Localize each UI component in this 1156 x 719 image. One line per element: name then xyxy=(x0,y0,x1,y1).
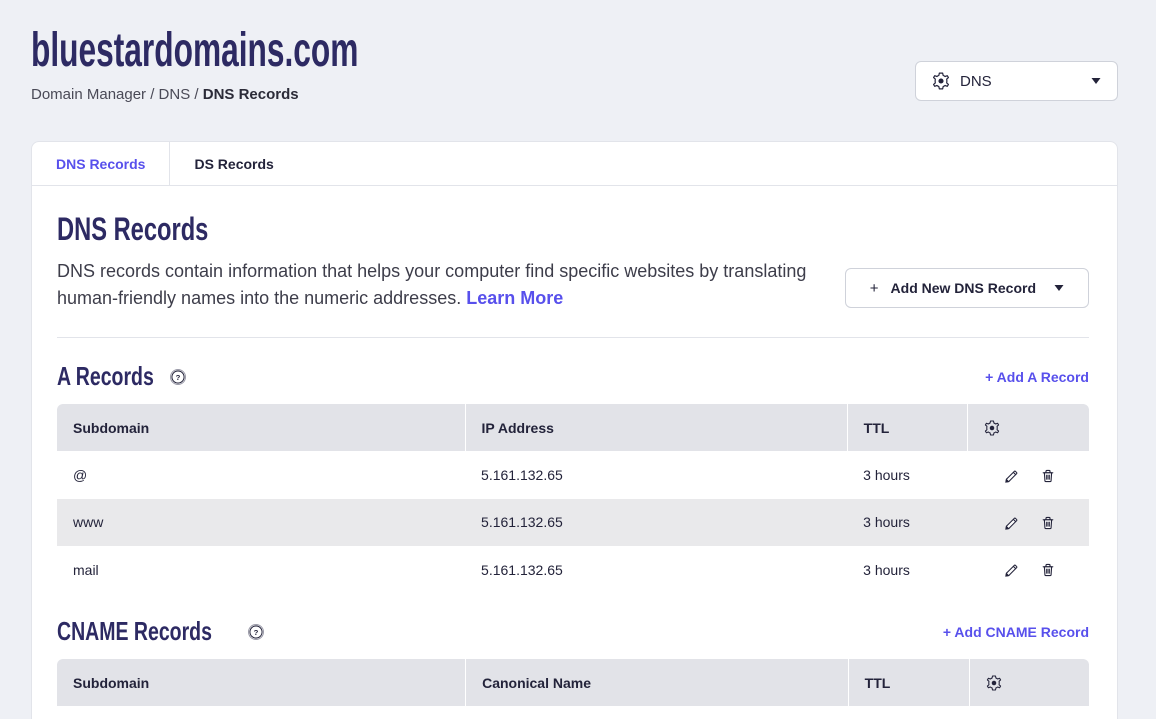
svg-text:?: ? xyxy=(253,628,258,637)
svg-text:?: ? xyxy=(176,372,181,381)
